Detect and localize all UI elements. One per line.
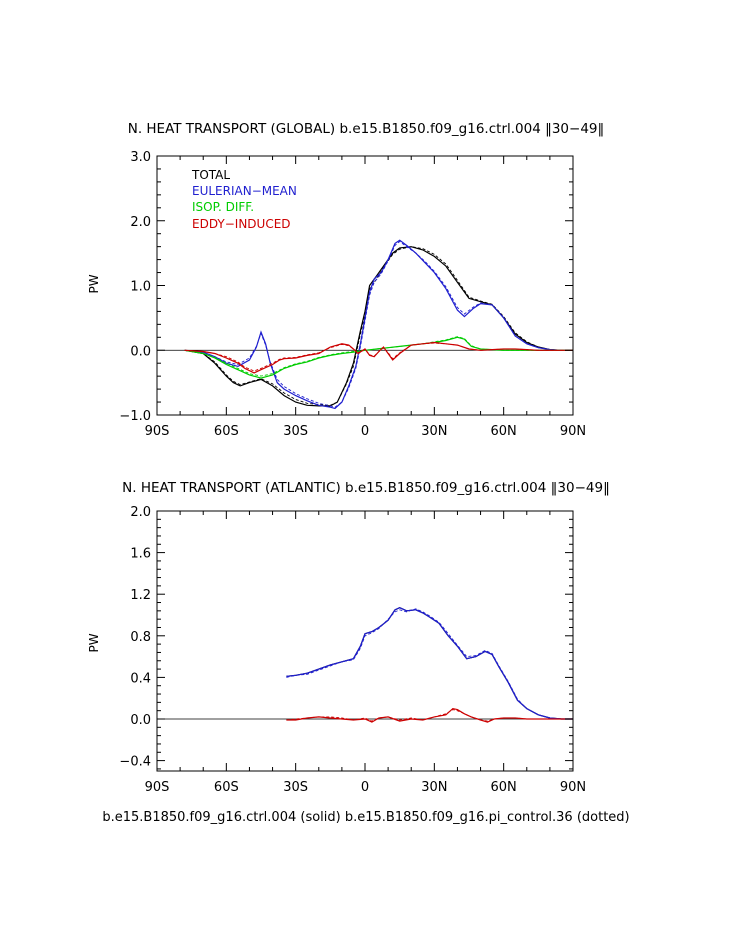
series-line-total-dotted xyxy=(184,246,573,406)
plot-frame xyxy=(156,510,574,772)
y-tick-label: 0.0 xyxy=(130,344,151,359)
series-line-eulerian-mean-dotted xyxy=(286,608,573,720)
x-tick-label: 90S xyxy=(145,780,170,795)
series-line-eddy-induced-dotted xyxy=(286,709,573,722)
x-tick-label: 0 xyxy=(361,780,369,795)
atlantic-chart-title: N. HEAT TRANSPORT (ATLANTIC) b.e15.B1850… xyxy=(122,480,610,496)
series-line-eulerian-mean-dotted xyxy=(184,240,573,408)
legend-isop-diff: ISOP. DIFF. xyxy=(192,200,254,214)
global-y-axis-label: PW xyxy=(87,274,101,293)
series-line-total xyxy=(184,246,573,407)
legend-eddy-induced: EDDY−INDUCED xyxy=(192,217,291,231)
series-line-isop-diff xyxy=(184,336,573,379)
x-tick-label: 30S xyxy=(283,780,308,795)
y-tick-label: −1.0 xyxy=(119,409,151,424)
x-tick-label: 90N xyxy=(560,424,586,439)
series-line-isop-diff-dotted xyxy=(184,336,573,377)
y-tick-label: 2.0 xyxy=(130,215,151,230)
y-tick-label: 3.0 xyxy=(130,150,151,165)
global-chart-title: N. HEAT TRANSPORT (GLOBAL) b.e15.B1850.f… xyxy=(128,121,605,137)
x-tick-label: 60N xyxy=(491,424,517,439)
x-tick-label: 30N xyxy=(421,780,447,795)
y-tick-label: 1.6 xyxy=(130,547,151,562)
x-tick-label: 0 xyxy=(361,424,369,439)
x-tick-label: 90N xyxy=(560,780,586,795)
y-tick-label: −0.4 xyxy=(119,755,151,770)
legend-eulerian-mean: EULERIAN−MEAN xyxy=(192,184,297,198)
x-tick-label: 60S xyxy=(214,780,239,795)
y-tick-label: 1.0 xyxy=(130,280,151,295)
series-line-eddy-induced-dotted xyxy=(184,342,573,372)
legend-total: TOTAL xyxy=(191,168,230,182)
x-tick-label: 60S xyxy=(214,424,239,439)
x-tick-label: 30N xyxy=(421,424,447,439)
y-tick-label: 0.0 xyxy=(130,713,151,728)
atlantic-heat-transport-panel: N. HEAT TRANSPORT (ATLANTIC) b.e15.B1850… xyxy=(87,480,610,795)
y-tick-label: 2.0 xyxy=(130,505,151,520)
global-heat-transport-panel: N. HEAT TRANSPORT (GLOBAL) b.e15.B1850.f… xyxy=(87,121,604,439)
global-legend: TOTAL EULERIAN−MEAN ISOP. DIFF. EDDY−IND… xyxy=(191,168,297,231)
y-tick-label: 1.2 xyxy=(130,588,151,603)
series-line-eddy-induced xyxy=(184,341,573,374)
y-tick-label: 0.4 xyxy=(130,671,151,686)
x-tick-label: 90S xyxy=(145,424,170,439)
figure-footer: b.e15.B1850.f09_g16.ctrl.004 (solid) b.e… xyxy=(102,810,629,825)
atlantic-y-axis-label: PW xyxy=(87,633,101,652)
series-line-eulerian-mean xyxy=(184,239,573,410)
x-tick-label: 30S xyxy=(283,424,308,439)
series-line-total xyxy=(286,607,573,720)
y-tick-label: 0.8 xyxy=(130,630,151,645)
series-line-eulerian-mean xyxy=(286,607,573,720)
x-tick-label: 60N xyxy=(491,780,517,795)
